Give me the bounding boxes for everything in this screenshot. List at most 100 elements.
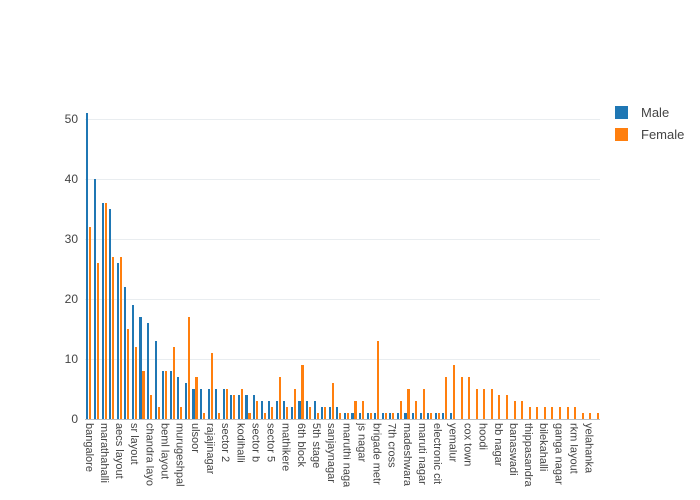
bar-male[interactable] [237, 395, 240, 419]
bar-male[interactable] [162, 371, 165, 419]
bar-male[interactable] [404, 413, 407, 419]
bar-male[interactable] [313, 401, 316, 419]
bar-male[interactable] [131, 305, 134, 419]
bar-male[interactable] [374, 413, 377, 419]
bar-female[interactable] [437, 413, 440, 419]
bar-female[interactable] [271, 407, 274, 419]
bar-male[interactable] [184, 383, 187, 419]
bar-female[interactable] [445, 377, 448, 419]
bar-female[interactable] [210, 353, 213, 419]
bar-female[interactable] [415, 401, 418, 419]
bar-female[interactable] [536, 407, 539, 419]
bar-female[interactable] [339, 413, 342, 419]
bar-male[interactable] [230, 395, 233, 419]
bar-female[interactable] [392, 413, 395, 419]
bar-female[interactable] [475, 389, 478, 419]
bar-male[interactable] [253, 395, 256, 419]
bar-male[interactable] [222, 389, 225, 419]
bar-female[interactable] [89, 227, 92, 419]
bar-female[interactable] [346, 413, 349, 419]
bar-male[interactable] [442, 413, 445, 419]
bar-female[interactable] [589, 413, 592, 419]
bar-female[interactable] [309, 407, 312, 419]
bar-male[interactable] [283, 401, 286, 419]
bar-female[interactable] [490, 389, 493, 419]
bar-female[interactable] [528, 407, 531, 419]
bar-female[interactable] [134, 347, 137, 419]
bar-female[interactable] [384, 413, 387, 419]
bar-female[interactable] [301, 365, 304, 419]
bar-female[interactable] [96, 263, 100, 419]
bar-female[interactable] [225, 389, 228, 419]
bar-female[interactable] [362, 401, 365, 419]
bar-female[interactable] [407, 389, 410, 419]
bar-female[interactable] [157, 407, 160, 419]
bar-female[interactable] [354, 401, 357, 419]
bar-female[interactable] [187, 317, 190, 419]
bar-female[interactable] [452, 365, 456, 419]
bar-male[interactable] [381, 413, 384, 419]
bar-female[interactable] [263, 413, 266, 419]
bar-female[interactable] [551, 407, 554, 419]
bar-female[interactable] [468, 377, 471, 419]
bar-male[interactable] [275, 401, 278, 419]
bar-male[interactable] [306, 401, 309, 419]
bar-female[interactable] [399, 401, 402, 419]
bar-female[interactable] [498, 395, 501, 419]
bar-female[interactable] [574, 407, 577, 419]
bar-female[interactable] [256, 401, 259, 419]
bar-male[interactable] [321, 407, 324, 419]
bar-male[interactable] [109, 209, 112, 419]
bar-female[interactable] [324, 407, 327, 419]
bar-female[interactable] [149, 395, 153, 419]
bar-male[interactable] [298, 401, 301, 419]
bar-male[interactable] [207, 389, 210, 419]
bar-male[interactable] [146, 323, 150, 419]
bar-female[interactable] [203, 413, 206, 419]
bar-male[interactable] [396, 413, 399, 419]
bar-male[interactable] [412, 413, 415, 419]
bar-female[interactable] [240, 389, 243, 419]
bar-male[interactable] [343, 413, 346, 419]
legend-item-female[interactable]: Female [615, 127, 684, 142]
bar-male[interactable] [86, 113, 89, 419]
bar-female[interactable] [165, 371, 168, 419]
bar-female[interactable] [331, 383, 334, 419]
bar-female[interactable] [566, 407, 569, 419]
bar-male[interactable] [290, 407, 293, 419]
bar-female[interactable] [460, 377, 463, 419]
bar-female[interactable] [180, 407, 183, 419]
bar-male[interactable] [169, 371, 172, 419]
bar-male[interactable] [449, 413, 453, 419]
bar-male[interactable] [101, 203, 104, 419]
bar-male[interactable] [245, 395, 248, 419]
bar-male[interactable] [200, 389, 203, 419]
bar-female[interactable] [127, 329, 130, 419]
bar-male[interactable] [192, 389, 195, 419]
bar-female[interactable] [104, 203, 107, 419]
bar-male[interactable] [427, 413, 430, 419]
bar-male[interactable] [260, 401, 263, 419]
bar-female[interactable] [369, 413, 372, 419]
bar-female[interactable] [286, 407, 289, 419]
bar-female[interactable] [195, 377, 198, 419]
bar-male[interactable] [139, 317, 142, 419]
bar-female[interactable] [233, 395, 236, 419]
legend-item-male[interactable]: Male [615, 105, 684, 120]
bar-male[interactable] [268, 401, 271, 419]
bar-female[interactable] [521, 401, 524, 419]
bar-female[interactable] [119, 257, 122, 419]
bar-female[interactable] [558, 407, 562, 419]
bar-male[interactable] [434, 413, 437, 419]
bar-female[interactable] [278, 377, 281, 419]
bar-female[interactable] [248, 413, 251, 419]
bar-female[interactable] [142, 371, 145, 419]
bar-female[interactable] [483, 389, 486, 419]
bar-male[interactable] [328, 407, 331, 419]
bar-female[interactable] [293, 389, 296, 419]
bar-male[interactable] [359, 413, 362, 419]
bar-female[interactable] [430, 413, 433, 419]
bar-female[interactable] [513, 401, 516, 419]
bar-male[interactable] [93, 179, 97, 419]
bar-male[interactable] [419, 413, 422, 419]
